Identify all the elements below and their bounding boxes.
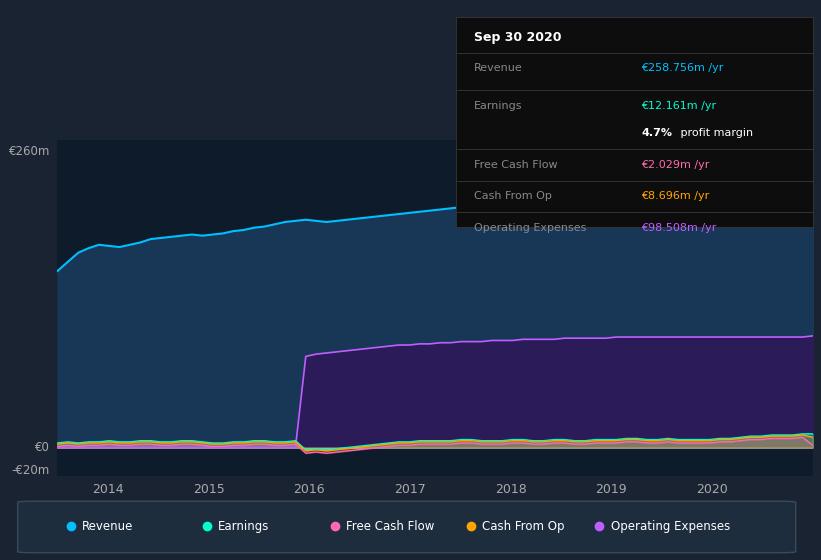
Text: 4.7%: 4.7% <box>641 128 672 138</box>
Text: Cash From Op: Cash From Op <box>474 191 552 201</box>
Text: Operating Expenses: Operating Expenses <box>611 520 730 533</box>
Text: Revenue: Revenue <box>82 520 133 533</box>
Text: €260m: €260m <box>8 145 50 158</box>
Text: Operating Expenses: Operating Expenses <box>474 223 586 232</box>
Text: €0: €0 <box>35 441 50 454</box>
Text: €258.756m /yr: €258.756m /yr <box>641 63 724 73</box>
Text: Free Cash Flow: Free Cash Flow <box>346 520 434 533</box>
FancyBboxPatch shape <box>18 501 796 553</box>
Text: €2.029m /yr: €2.029m /yr <box>641 160 709 170</box>
Text: €12.161m /yr: €12.161m /yr <box>641 101 717 111</box>
Text: Sep 30 2020: Sep 30 2020 <box>474 31 561 44</box>
Text: Earnings: Earnings <box>218 520 269 533</box>
Text: Revenue: Revenue <box>474 63 522 73</box>
Text: profit margin: profit margin <box>677 128 753 138</box>
Text: -€20m: -€20m <box>11 464 50 477</box>
Text: €98.508m /yr: €98.508m /yr <box>641 223 717 232</box>
Text: Earnings: Earnings <box>474 101 522 111</box>
Text: €8.696m /yr: €8.696m /yr <box>641 191 709 201</box>
Text: Free Cash Flow: Free Cash Flow <box>474 160 557 170</box>
Text: Cash From Op: Cash From Op <box>482 520 565 533</box>
